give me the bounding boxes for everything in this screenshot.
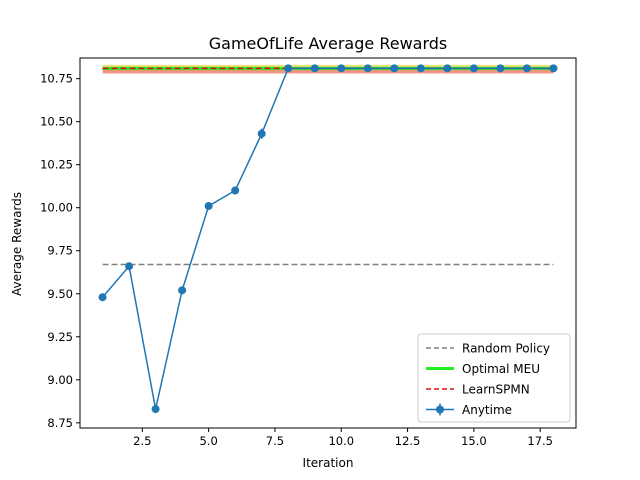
anytime-point [469,64,478,73]
anytime-point [363,64,372,73]
legend-marker-anytime [436,405,444,414]
anytime-point [231,186,240,195]
anytime-point [98,293,107,302]
y-tick-label: 9.25 [47,330,73,344]
y-tick-label: 8.75 [47,416,73,430]
x-tick-label: 15.0 [461,434,487,448]
x-tick-label: 7.5 [266,434,284,448]
anytime-point [310,64,319,73]
anytime-point [151,405,160,414]
anytime-point [522,64,531,73]
y-tick-label: 9.75 [47,244,73,258]
legend-label-optimal-meu: Optimal MEU [462,362,540,376]
plot-area-frame [79,57,577,429]
series-markers [98,64,558,414]
x-tick-label: 12.5 [395,434,421,448]
legend-label-random-policy: Random Policy [462,342,550,356]
anytime-point [204,202,213,210]
x-axis-label: Iteration [303,456,354,470]
y-tick-label: 10.00 [40,201,73,215]
x-tick-label: 17.5 [527,434,553,448]
x-tick-label: 10.0 [328,434,354,448]
anytime-point [390,64,399,73]
anytime-point [337,64,346,73]
x-axis-ticks: 2.5 5.0 7.5 10.0 12.5 15.0 17.5 [133,428,553,448]
legend-label-learnspmn: LearnSPMN [462,383,530,397]
y-tick-label: 10.75 [40,72,73,86]
anytime-point [549,64,558,73]
y-tick-label: 9.50 [47,287,73,301]
y-tick-label: 10.50 [40,115,73,129]
x-tick-label: 5.0 [199,434,217,448]
y-axis-ticks: 8.75 9.00 9.25 9.50 9.75 10.00 10.25 10.50 10.75 [40,72,80,430]
anytime-line [101,67,554,410]
anytime-point [257,129,266,138]
anytime-point [284,64,293,73]
legend-label-anytime: Anytime [462,403,512,417]
y-axis-label: Average Rewards [10,192,24,296]
anytime-point [496,64,505,73]
x-tick-label: 2.5 [133,434,151,448]
anytime-point [416,64,425,73]
learnspmn-band [102,68,554,74]
anytime-point [178,286,187,295]
legend-box [417,333,571,423]
y-tick-label: 10.25 [40,158,73,172]
y-tick-label: 9.00 [47,373,73,387]
anytime-point [443,64,452,73]
chart-title: GameOfLife Average Rewards [209,34,448,53]
series-lines [101,66,554,410]
anytime-point [125,262,134,271]
legend: Random Policy Optimal MEU LearnSPMN Anytime [417,333,571,423]
